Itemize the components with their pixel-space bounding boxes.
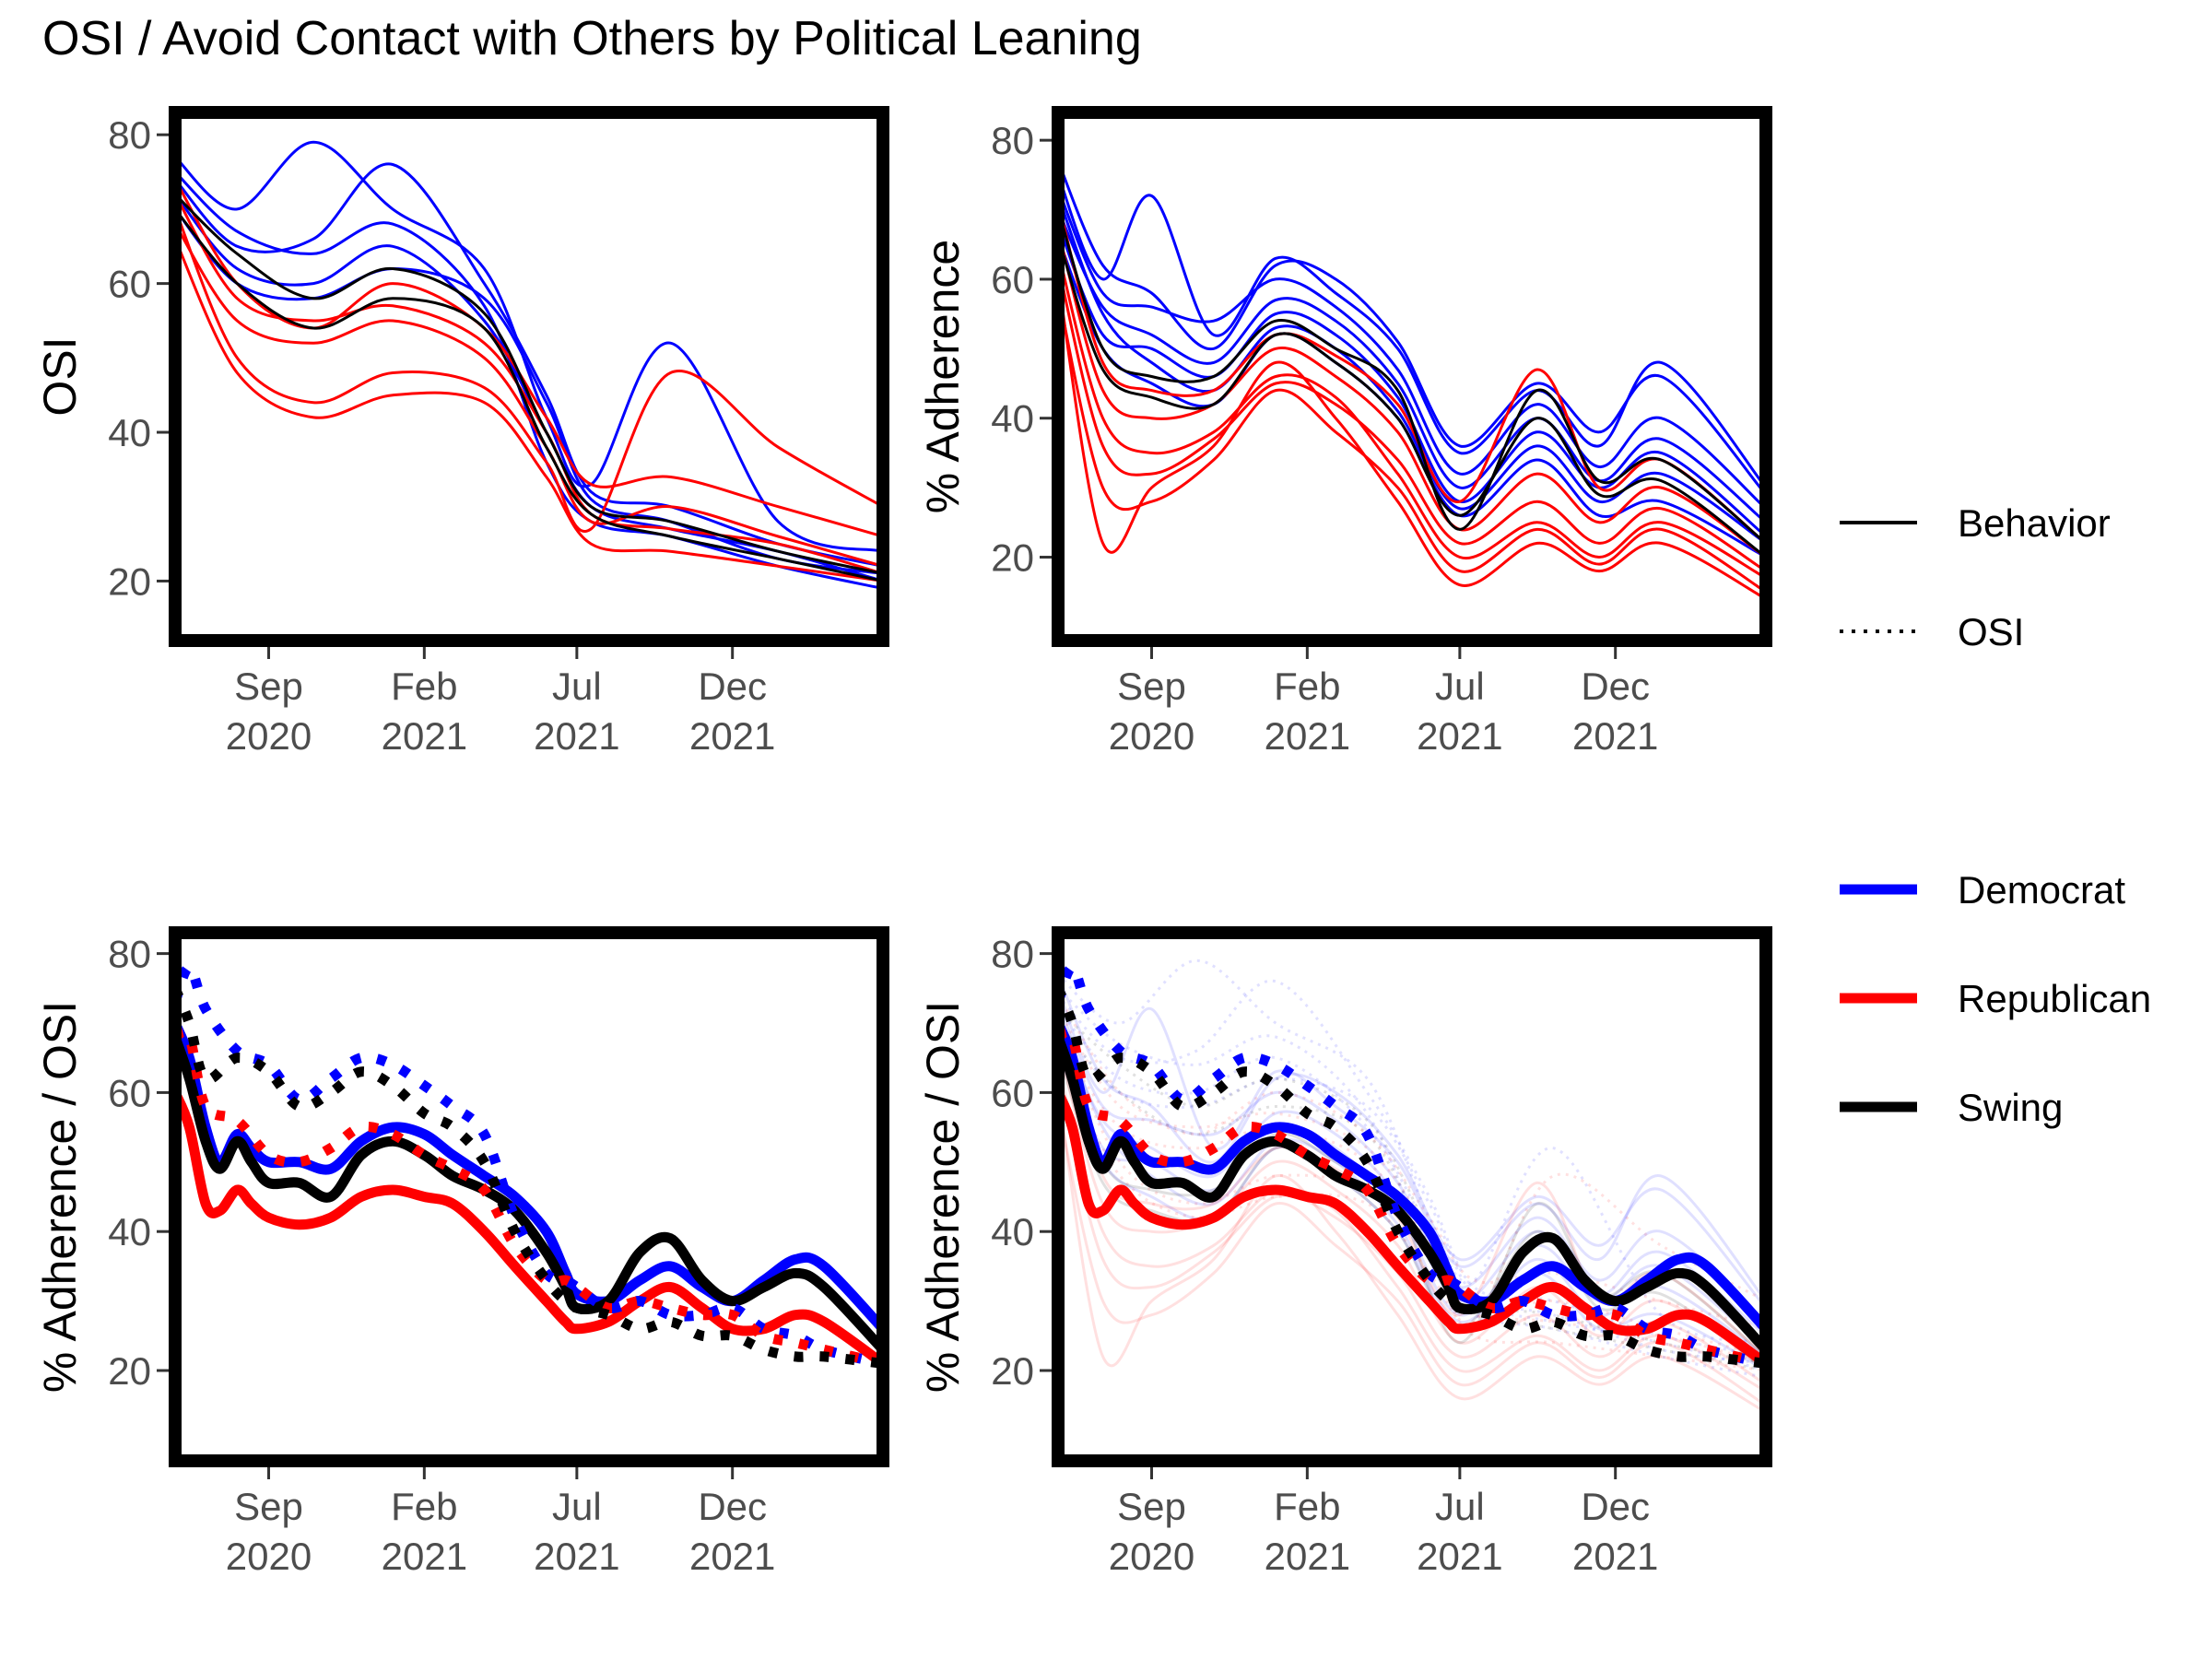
series-line-republican-solid (175, 178, 883, 538)
legend-label: Republican (1958, 977, 2151, 1020)
series-line-republican-solid (1058, 1063, 1766, 1394)
series-line-swing-solid (1058, 208, 1766, 545)
panel-top-right: 20 40 60 80 Sep 2020 Feb 2021 Jul 2021 Dec 2021 % Ad… (917, 106, 1772, 758)
x-tick-label: Dec 2021 (1572, 665, 1658, 758)
series-line-republican-solid (1058, 277, 1766, 601)
x-tick-label: Dec 2021 (1572, 1485, 1658, 1578)
series-line-democrat-solid (1058, 208, 1766, 524)
y-tick-label: 80 (991, 119, 1034, 162)
y-tick-label: 60 (991, 258, 1034, 301)
y-tick-label: 20 (991, 1349, 1034, 1393)
series-line-swing-solid (175, 207, 883, 582)
y-axis-label: OSI (34, 336, 86, 416)
x-tick-label: Jul 2021 (534, 665, 619, 758)
y-tick-label: 40 (108, 1210, 151, 1253)
x-tick-label: Sep 2020 (1109, 1485, 1194, 1578)
series-line-democrat-solid (1058, 173, 1766, 489)
series-line-republican-solid (1058, 264, 1766, 573)
x-tick-label: Sep 2020 (226, 1485, 312, 1578)
legend: Behavior OSI Democrat Republican Swing (1840, 501, 2151, 1129)
panel-frame (169, 106, 889, 647)
y-tick-label: 20 (991, 536, 1034, 580)
x-tick-label: Jul 2021 (534, 1485, 619, 1578)
series-line-republican-solid (175, 1087, 883, 1369)
series-line-democrat-solid (1058, 1000, 1766, 1324)
x-tick-label: Jul 2021 (1417, 1485, 1502, 1578)
series-line-republican-solid (1058, 1105, 1766, 1407)
panel-top-left: 20 40 60 80 Sep 2020 Feb 2021 Jul 2021 Dec 2021 OSI (34, 106, 889, 758)
series-line-republican-dotted (1058, 1008, 1766, 1365)
x-tick-label: Jul 2021 (1417, 665, 1502, 758)
y-tick-label: 60 (991, 1071, 1034, 1114)
legend-label: Swing (1958, 1086, 2063, 1129)
plot-area (175, 962, 883, 1369)
series-line-republican-solid (1058, 229, 1766, 559)
y-tick-label: 40 (991, 397, 1034, 441)
series-line-democrat-solid (1058, 194, 1766, 545)
x-tick-label: Feb 2021 (382, 1485, 467, 1578)
x-tick-label: Sep 2020 (1109, 665, 1194, 758)
series-line-democrat-dotted (1058, 987, 1766, 1379)
y-tick-label: 20 (108, 1349, 151, 1393)
y-tick-label: 60 (108, 1071, 151, 1114)
y-tick-label: 80 (108, 933, 151, 976)
panel-bottom-left: 20 40 60 80 Sep 2020 Feb 2021 Jul 2021 Dec 2021 % Ad… (34, 926, 889, 1578)
plot-area (1058, 959, 1766, 1414)
series-line-swing-dotted (1058, 986, 1766, 1369)
series-line-republican-solid (1058, 1087, 1766, 1369)
legend-label: Behavior (1958, 501, 2111, 545)
x-tick-label: Dec 2021 (689, 1485, 775, 1578)
series-line-swing-solid (175, 193, 883, 575)
series-line-democrat-dotted (1058, 959, 1766, 1345)
y-axis-label: % Adherence (917, 240, 969, 513)
series-line-republican-solid (175, 237, 883, 582)
series-line-democrat-dotted (1058, 979, 1766, 1359)
x-tick-label: Sep 2020 (226, 665, 312, 758)
series-line-democrat-solid (1058, 159, 1766, 497)
series-line-republican-solid (1058, 201, 1766, 545)
y-tick-label: 80 (108, 113, 151, 157)
panel-frame (1052, 926, 1772, 1467)
series-line-republican-solid (175, 207, 883, 533)
series-line-republican-dotted (175, 1027, 883, 1369)
y-tick-label: 40 (991, 1210, 1034, 1253)
y-tick-label: 60 (108, 263, 151, 306)
series-line-republican-solid (1058, 1077, 1766, 1386)
y-tick-label: 80 (991, 933, 1034, 976)
chart-title: OSI / Avoid Contact with Others by Polit… (42, 12, 1142, 65)
x-tick-label: Dec 2021 (689, 665, 775, 758)
series-line-democrat-solid (175, 171, 883, 590)
y-axis-label: % Adherence / OSI (34, 1001, 86, 1393)
y-tick-label: 40 (108, 411, 151, 454)
series-line-republican-solid (1058, 1090, 1766, 1414)
legend-label: Democrat (1958, 868, 2125, 912)
series-line-democrat-solid (175, 140, 883, 553)
x-tick-label: Feb 2021 (382, 665, 467, 758)
x-tick-label: Feb 2021 (1265, 665, 1350, 758)
plot-area (1058, 159, 1766, 601)
series-line-democrat-solid (1058, 972, 1766, 1310)
series-line-republican-solid (175, 222, 883, 568)
panel-frame (1052, 106, 1772, 647)
series-line-swing-dotted (175, 986, 883, 1369)
y-tick-label: 20 (108, 559, 151, 603)
y-axis-label: % Adherence / OSI (917, 1001, 969, 1393)
series-line-republican-solid (1058, 291, 1766, 594)
panel-bottom-right: 20 40 60 80 Sep 2020 Feb 2021 Jul 2021 Dec 2021 % Ad… (917, 926, 1772, 1578)
series-line-swing-solid (1058, 236, 1766, 559)
panel-frame (169, 926, 889, 1467)
series-line-republican-solid (1058, 250, 1766, 580)
legend-label: OSI (1958, 610, 2024, 653)
series-line-republican-dotted (1058, 1027, 1766, 1369)
x-tick-label: Feb 2021 (1265, 1485, 1350, 1578)
plot-area (175, 140, 883, 590)
series-line-democrat-solid (1058, 187, 1766, 511)
series-line-democrat-solid (175, 207, 883, 575)
